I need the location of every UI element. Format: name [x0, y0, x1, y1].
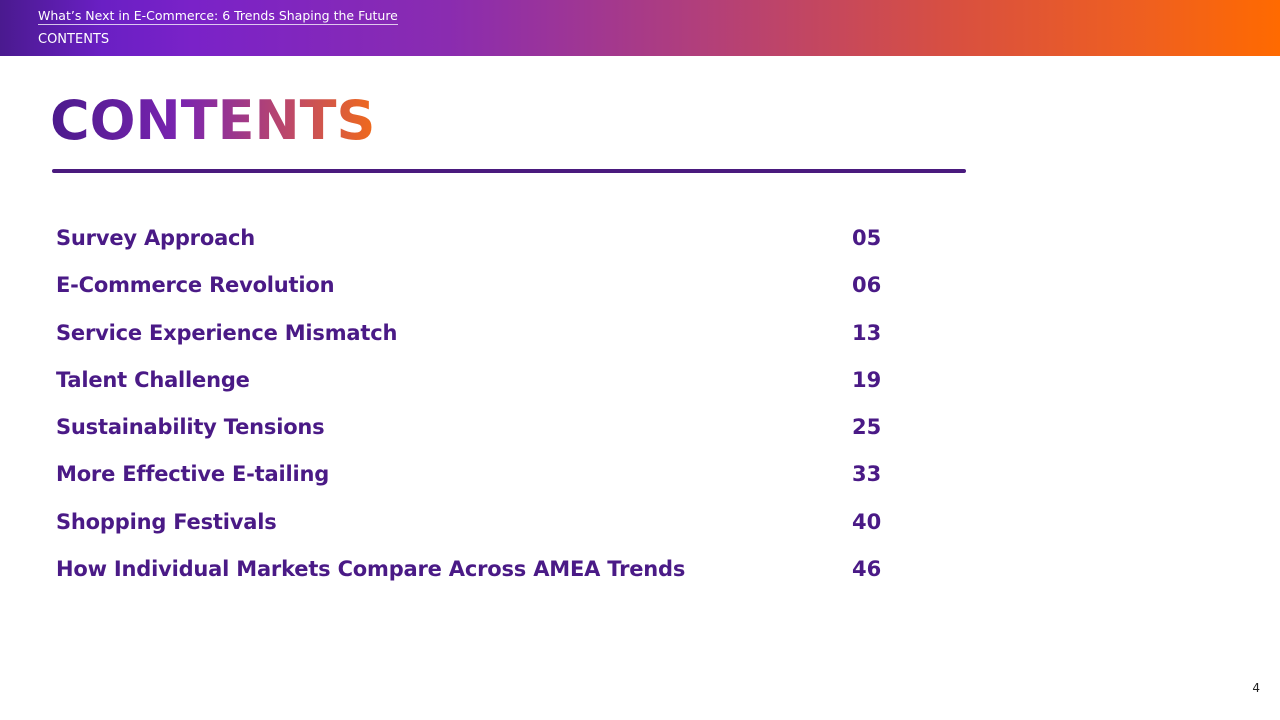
toc-entry-page: 19 [852, 367, 882, 392]
toc-entry-page: 13 [852, 320, 882, 345]
toc-entry-survey-approach[interactable]: Survey Approach 05 [56, 222, 896, 269]
toc-entry-label: Shopping Festivals [56, 509, 277, 534]
toc-entry-sustainability-tensions[interactable]: Sustainability Tensions 25 [56, 411, 896, 458]
toc-entry-page: 33 [852, 462, 882, 487]
toc-entry-label: Sustainability Tensions [56, 415, 325, 440]
toc-entry-how-individual-markets-compare[interactable]: How Individual Markets Compare Across AM… [56, 553, 896, 600]
title-divider [52, 169, 966, 173]
toc-entry-service-experience-mismatch[interactable]: Service Experience Mismatch 13 [56, 317, 896, 364]
table-of-contents: Survey Approach 05 E-Commerce Revolution… [56, 222, 896, 600]
page-title: CONTENTS [50, 89, 376, 152]
toc-entry-label: E-Commerce Revolution [56, 273, 335, 298]
toc-entry-shopping-festivals[interactable]: Shopping Festivals 40 [56, 506, 896, 553]
toc-entry-label: How Individual Markets Compare Across AM… [56, 557, 686, 582]
toc-entry-page: 05 [852, 226, 882, 250]
toc-entry-page: 06 [852, 273, 882, 298]
toc-entry-label: Survey Approach [56, 226, 256, 250]
header-banner: What’s Next in E-Commerce: 6 Trends Shap… [0, 0, 1280, 56]
toc-entry-label: More Effective E-tailing [56, 462, 330, 487]
toc-entry-page: 25 [852, 415, 882, 440]
toc-entry-talent-challenge[interactable]: Talent Challenge 19 [56, 364, 896, 411]
toc-entry-page: 46 [852, 557, 882, 582]
toc-entry-label: Talent Challenge [56, 367, 250, 392]
slide-page-number: 4 [1252, 681, 1260, 695]
toc-entry-e-commerce-revolution[interactable]: E-Commerce Revolution 06 [56, 269, 896, 316]
toc-entry-page: 40 [852, 509, 882, 534]
toc-entry-label: Service Experience Mismatch [56, 320, 398, 345]
document-title-link[interactable]: What’s Next in E-Commerce: 6 Trends Shap… [38, 8, 398, 25]
toc-entry-more-effective-e-tailing[interactable]: More Effective E-tailing 33 [56, 458, 896, 505]
section-label: CONTENTS [38, 32, 110, 47]
